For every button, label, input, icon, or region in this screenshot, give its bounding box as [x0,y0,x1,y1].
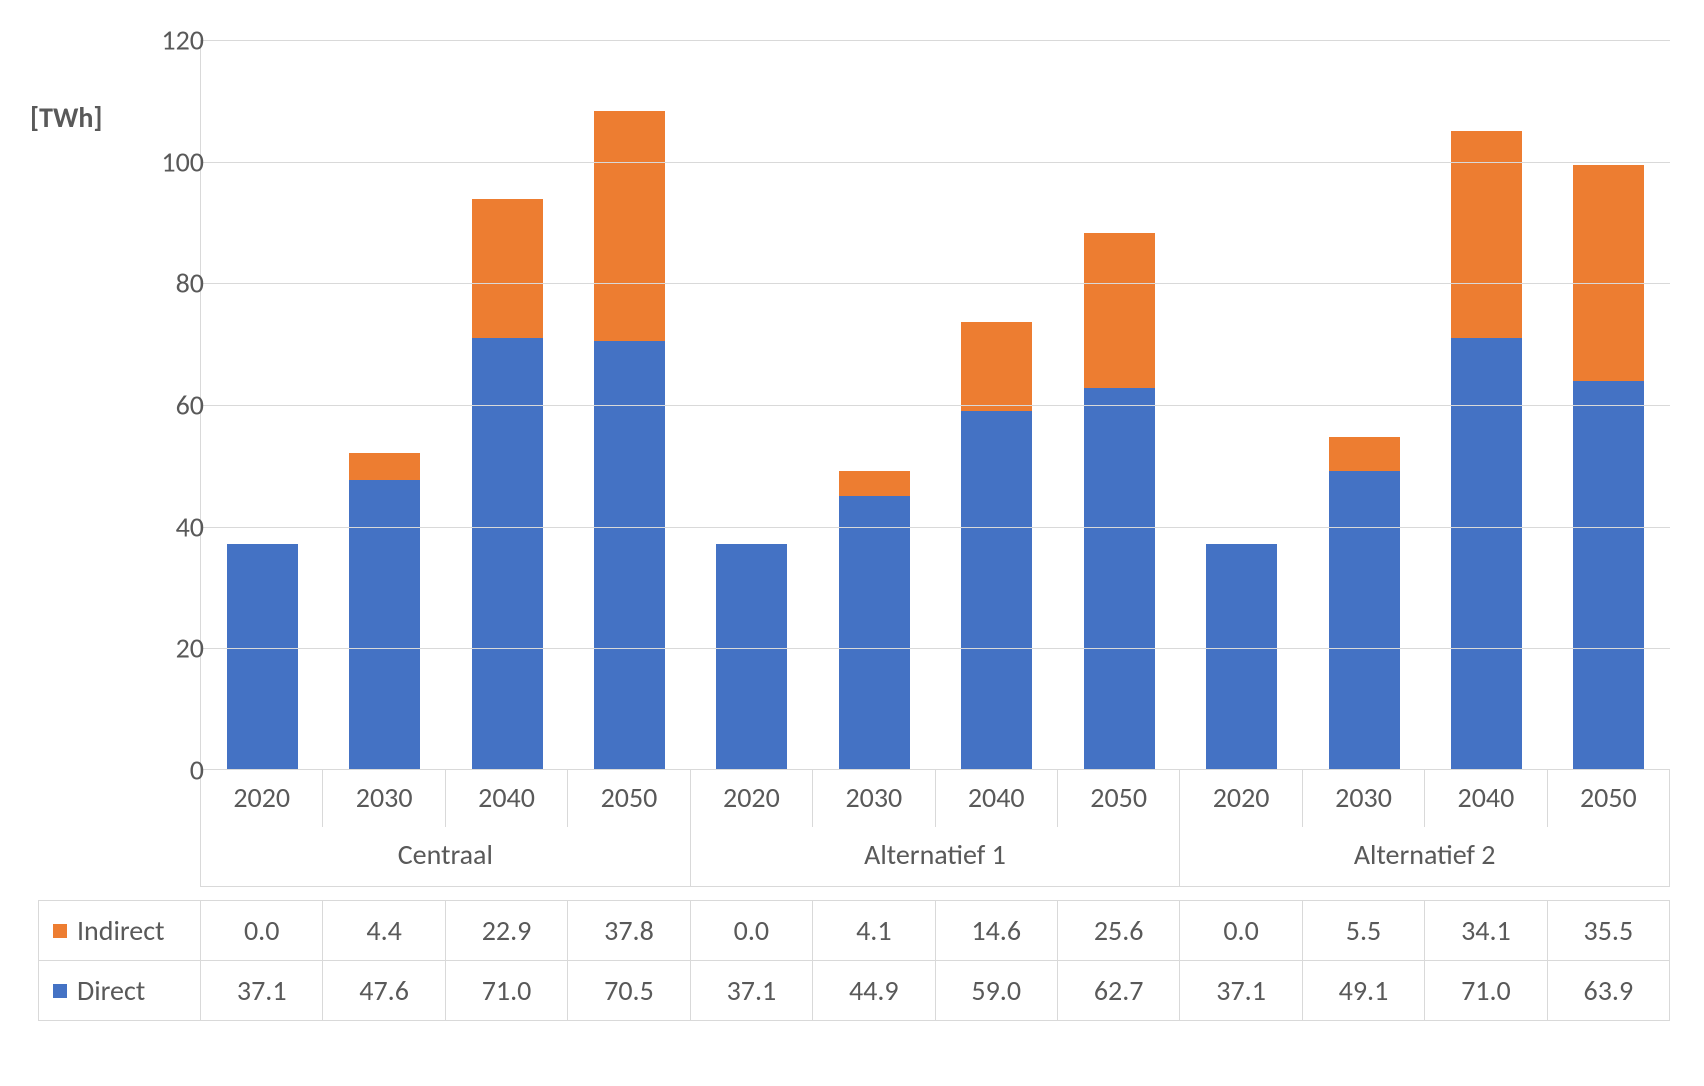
data-cell: 44.9 [812,961,934,1020]
stacked-bar [594,111,665,769]
year-label: 2050 [1547,770,1669,827]
y-tick-label: 120 [144,23,204,58]
data-cell: 4.1 [812,901,934,960]
data-cell: 37.8 [567,901,689,960]
data-cell: 63.9 [1547,961,1669,1020]
stacked-bar [716,544,787,769]
year-label: 2020 [200,770,322,827]
data-cell: 70.5 [567,961,689,1020]
y-axis-label: [TWh] [30,100,102,135]
year-label: 2050 [567,770,689,827]
bar-segment-direct [472,338,543,769]
group-label: Alternatief 2 [1179,827,1669,887]
data-cell: 71.0 [1424,961,1546,1020]
bar-segment-direct [1451,338,1522,769]
gridline [201,40,1670,41]
data-cell: 59.0 [935,961,1057,1020]
legend-label: Indirect [77,913,164,948]
y-tick-label: 80 [144,266,204,301]
year-label: 2040 [1424,770,1546,827]
gridline [201,527,1670,528]
bar-segment-indirect [961,322,1032,411]
gridline [201,405,1670,406]
data-cell: 37.1 [690,961,812,1020]
data-cell: 49.1 [1302,961,1424,1020]
bar-segment-direct [1084,388,1155,769]
data-cell: 37.1 [1179,961,1301,1020]
bar-segment-direct [1329,471,1400,769]
plot-area [200,40,1670,770]
y-tick-label: 20 [144,631,204,666]
data-cell: 71.0 [445,961,567,1020]
y-tick-label: 0 [144,753,204,788]
bar-segment-direct [961,411,1032,769]
data-cell: 37.1 [200,961,322,1020]
year-label: 2040 [445,770,567,827]
year-label: 2020 [690,770,812,827]
stacked-bar [961,322,1032,769]
x-axis: 2020203020402050202020302040205020202030… [200,770,1670,887]
stacked-bar [839,471,910,769]
bar-segment-direct [227,544,298,769]
data-cell: 0.0 [200,901,322,960]
stacked-bar-chart: [TWh] 2020203020402050202020302040205020… [20,20,1684,1066]
table-row: Direct37.147.671.070.537.144.959.062.737… [38,960,1670,1021]
bar-segment-indirect [839,471,910,496]
data-cell: 0.0 [1179,901,1301,960]
data-cell: 22.9 [445,901,567,960]
bar-segment-direct [1206,544,1277,769]
legend-swatch [53,984,67,998]
year-label: 2030 [812,770,934,827]
stacked-bar [1451,131,1522,769]
group-label: Centraal [200,827,690,887]
group-labels-row: CentraalAlternatief 1Alternatief 2 [200,827,1670,887]
data-cell: 4.4 [322,901,444,960]
bar-segment-direct [839,496,910,769]
year-label: 2030 [322,770,444,827]
bar-segment-indirect [594,111,665,341]
data-cell: 35.5 [1547,901,1669,960]
year-label: 2040 [935,770,1057,827]
data-cell: 14.6 [935,901,1057,960]
data-cell: 62.7 [1057,961,1179,1020]
data-cell: 34.1 [1424,901,1546,960]
stacked-bar [227,544,298,769]
year-label: 2030 [1302,770,1424,827]
data-cell: 0.0 [690,901,812,960]
year-label: 2050 [1057,770,1179,827]
data-cell: 47.6 [322,961,444,1020]
legend-label: Direct [77,973,145,1008]
legend-cell: Direct [38,961,200,1020]
table-row: Indirect0.04.422.937.80.04.114.625.60.05… [38,900,1670,960]
bar-segment-direct [716,544,787,769]
data-table: Indirect0.04.422.937.80.04.114.625.60.05… [38,900,1670,1021]
stacked-bar [1084,233,1155,769]
stacked-bar [1329,437,1400,769]
group-label: Alternatief 1 [690,827,1180,887]
gridline [201,162,1670,163]
data-cell: 5.5 [1302,901,1424,960]
stacked-bar [1206,544,1277,769]
year-labels-row: 2020203020402050202020302040205020202030… [200,770,1670,827]
year-label: 2020 [1179,770,1301,827]
bar-segment-indirect [349,453,420,480]
gridline [201,648,1670,649]
y-tick-label: 100 [144,144,204,179]
y-tick-label: 40 [144,509,204,544]
bar-segment-indirect [1573,165,1644,381]
bar-segment-direct [349,480,420,769]
legend-cell: Indirect [38,901,200,960]
bar-segment-indirect [1329,437,1400,470]
y-tick-label: 60 [144,388,204,423]
legend-swatch [53,924,67,938]
bar-segment-direct [1573,381,1644,769]
data-cell: 25.6 [1057,901,1179,960]
gridline [201,283,1670,284]
bar-segment-indirect [472,199,543,338]
stacked-bar [1573,165,1644,769]
bar-segment-indirect [1084,233,1155,389]
stacked-bar [349,453,420,769]
